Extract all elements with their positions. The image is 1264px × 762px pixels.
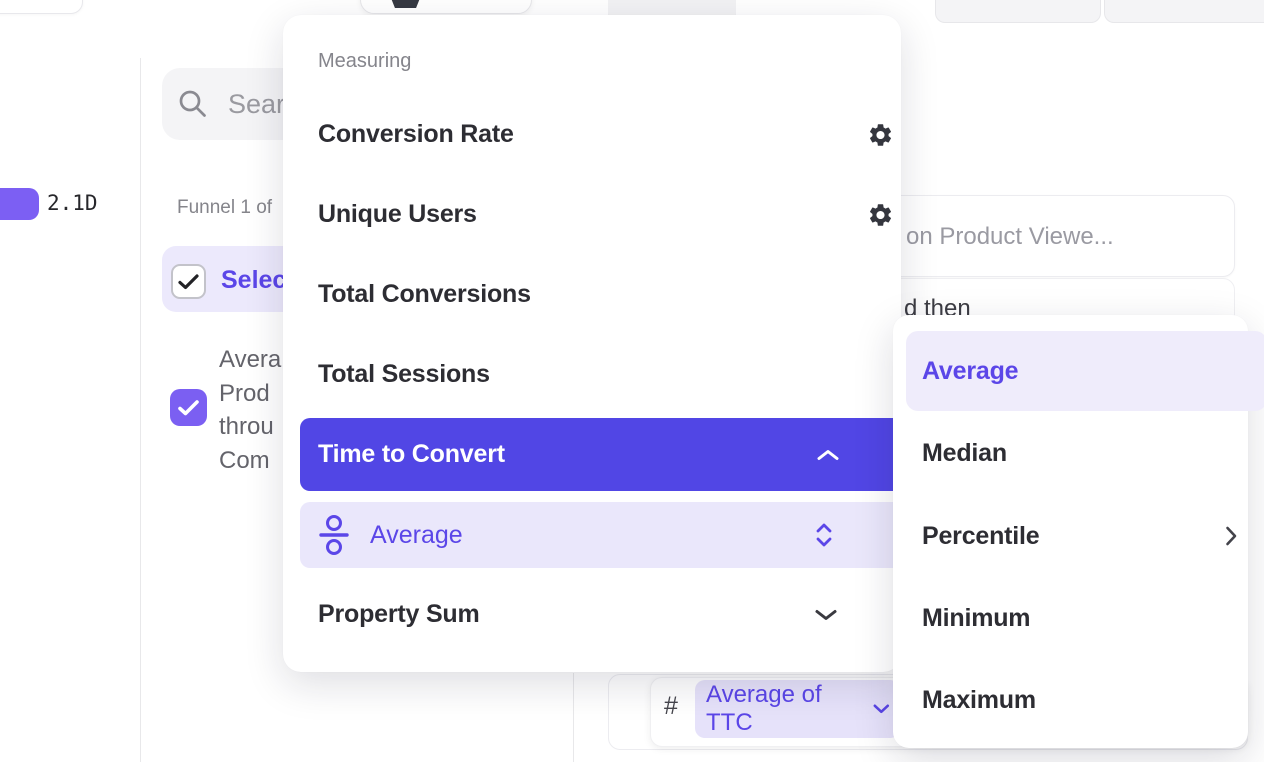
toolbar-button-fragment[interactable] bbox=[360, 0, 532, 14]
toolbar-tab-left[interactable] bbox=[935, 0, 1101, 23]
select-all-label: Selec bbox=[221, 266, 287, 294]
average-icon bbox=[319, 515, 349, 555]
gear-icon[interactable] bbox=[867, 121, 894, 148]
funnel-bar-value: 2.1D bbox=[47, 191, 98, 215]
chevron-down-icon bbox=[815, 609, 837, 620]
submenu-item-maximum[interactable]: Maximum bbox=[906, 660, 1264, 740]
metric-selector-pill[interactable]: Average of TTC bbox=[695, 680, 900, 738]
menu-item-unique-users[interactable]: Unique Users bbox=[300, 178, 914, 251]
search-icon bbox=[179, 90, 206, 117]
step-desc-line: Avera bbox=[219, 346, 282, 373]
toolbar-tab-right[interactable] bbox=[1104, 0, 1264, 23]
menu-item-total-conversions[interactable]: Total Conversions bbox=[300, 258, 914, 331]
submenu-item-median[interactable]: Median bbox=[906, 413, 1264, 493]
measuring-dropdown: Measuring Conversion Rate Unique Users T… bbox=[283, 15, 914, 672]
checkmark-icon bbox=[178, 399, 199, 415]
submenu-item-label: Average bbox=[922, 356, 1019, 385]
submenu-item-average[interactable]: Average bbox=[906, 331, 1264, 411]
step-desc-line: Prod bbox=[219, 379, 270, 407]
measuring-menu-title: Measuring bbox=[318, 50, 412, 72]
submenu-item-label: Percentile bbox=[922, 521, 1040, 550]
menu-item-label: Time to Convert bbox=[318, 440, 505, 468]
submenu-item-label: Maximum bbox=[922, 685, 1036, 714]
select-all-checkbox[interactable] bbox=[171, 264, 206, 299]
funnel-icon bbox=[390, 0, 421, 8]
metric-selector-label: Average of TTC bbox=[706, 681, 822, 736]
gear-icon[interactable] bbox=[867, 201, 894, 228]
menu-item-total-sessions[interactable]: Total Sessions bbox=[300, 338, 914, 411]
menu-item-label: Average bbox=[370, 520, 463, 549]
top-left-card-fragment bbox=[0, 0, 83, 14]
funnel-step-event-card[interactable]: on Product Viewe... bbox=[860, 195, 1235, 277]
submenu-item-percentile[interactable]: Percentile bbox=[906, 496, 1264, 576]
step-desc-line: Com bbox=[219, 446, 270, 474]
chevron-down-icon bbox=[873, 704, 890, 714]
menu-subitem-average[interactable]: Average bbox=[300, 502, 914, 568]
funnel-counter-label: Funnel 1 of bbox=[177, 197, 273, 218]
funnel-step-checkbox[interactable] bbox=[170, 389, 207, 426]
submenu-item-minimum[interactable]: Minimum bbox=[906, 578, 1264, 658]
numeric-type-symbol: # bbox=[664, 692, 678, 720]
menu-item-label: Total Sessions bbox=[318, 360, 490, 388]
menu-item-conversion-rate[interactable]: Conversion Rate bbox=[300, 98, 914, 171]
menu-item-label: Conversion Rate bbox=[318, 120, 514, 148]
step-desc-line: throu bbox=[219, 413, 274, 440]
column-divider-left bbox=[140, 58, 141, 762]
menu-item-time-to-convert[interactable]: Time to Convert bbox=[300, 418, 914, 491]
search-placeholder: Sear bbox=[228, 89, 286, 119]
chevron-up-icon bbox=[817, 449, 839, 460]
funnel-chart-bar bbox=[0, 188, 39, 220]
event-card-text: on Product Viewe... bbox=[906, 223, 1114, 250]
aggregation-submenu: Average Median Percentile Minimum Maximu… bbox=[893, 315, 1264, 748]
submenu-item-label: Median bbox=[922, 438, 1007, 467]
funnel-step-description: Avera Prod throu Com bbox=[219, 343, 283, 475]
menu-item-property-sum[interactable]: Property Sum bbox=[300, 578, 914, 651]
chevron-up-down-icon[interactable] bbox=[816, 522, 832, 548]
submenu-item-label: Minimum bbox=[922, 603, 1031, 632]
menu-item-label: Property Sum bbox=[318, 600, 480, 628]
column-divider-middle bbox=[573, 673, 574, 762]
checkmark-icon bbox=[178, 273, 199, 289]
menu-item-label: Unique Users bbox=[318, 200, 477, 228]
menu-item-label: Total Conversions bbox=[318, 280, 531, 308]
chevron-right-icon bbox=[1226, 526, 1237, 546]
